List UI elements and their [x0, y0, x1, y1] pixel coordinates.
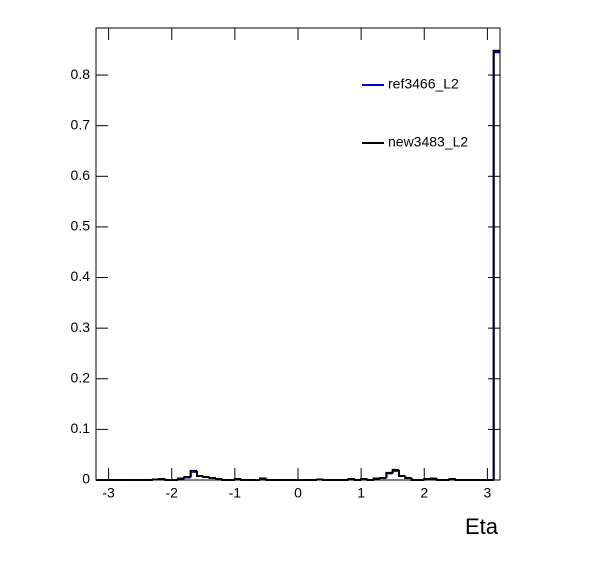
- histogram-step: [360, 477, 368, 480]
- histogram-step: [221, 478, 229, 481]
- histogram-step: [410, 477, 418, 481]
- legend-label: ref3466_L2: [388, 76, 459, 92]
- y-tick-label: 0.3: [71, 319, 91, 335]
- histogram-step: [233, 477, 242, 480]
- histogram-step: [196, 470, 204, 477]
- histogram-step: [177, 477, 185, 480]
- x-tick-label: 3: [483, 485, 491, 501]
- histogram-step: [265, 478, 273, 481]
- histogram-step: [492, 49, 500, 480]
- x-tick-label: -2: [166, 485, 179, 501]
- histogram-step: [151, 478, 160, 481]
- histogram-step: [322, 479, 330, 481]
- y-tick-label: 0.2: [71, 369, 91, 385]
- histogram-step: [423, 477, 431, 480]
- histogram-step: [353, 478, 362, 481]
- y-tick-label: 0.4: [71, 268, 91, 284]
- histogram-step: [391, 468, 399, 473]
- y-tick-label: 0.1: [71, 420, 91, 436]
- histogram-step: [372, 477, 381, 480]
- histogram-step: [158, 477, 166, 480]
- x-tick-label: 1: [357, 485, 365, 501]
- y-tick-label: 0.6: [71, 167, 91, 183]
- y-tick-label: 0: [82, 471, 90, 487]
- x-tick-label: -1: [229, 485, 242, 501]
- histogram-step: [448, 477, 456, 480]
- x-tick-label: -3: [102, 485, 115, 501]
- histogram-step: [366, 478, 374, 481]
- histogram-step: [259, 477, 267, 480]
- histogram-step: [454, 478, 463, 481]
- y-tick-label: 0.8: [71, 66, 91, 82]
- x-tick-label: 2: [420, 485, 428, 501]
- y-tick-label: 0.7: [71, 116, 91, 132]
- x-axis-label: Eta: [465, 514, 499, 539]
- histogram-step: [385, 471, 393, 478]
- histogram-step: [398, 469, 406, 477]
- histogram-step: [183, 475, 191, 479]
- histogram-step: [240, 478, 248, 481]
- histogram-step: [315, 478, 324, 481]
- y-tick-label: 0.5: [71, 218, 91, 234]
- histogram-step: [164, 478, 172, 481]
- legend-label: new3483_L2: [388, 134, 468, 150]
- histogram-step: [379, 476, 387, 479]
- histogram-step: [189, 469, 197, 477]
- histogram-step: [435, 478, 444, 481]
- histogram-step: [404, 475, 412, 479]
- x-tick-label: 0: [294, 485, 302, 501]
- histogram-step: [214, 477, 223, 480]
- histogram-step: [429, 477, 437, 480]
- histogram-step: [202, 475, 210, 478]
- histogram-step: [347, 477, 355, 480]
- histogram-step: [208, 476, 216, 479]
